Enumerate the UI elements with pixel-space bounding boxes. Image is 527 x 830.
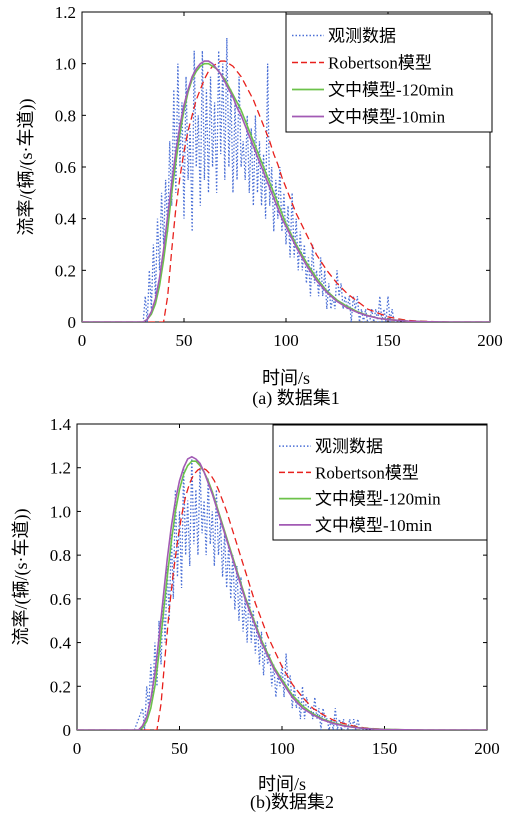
- chart-caption: (a) 数据集1: [252, 388, 339, 409]
- series-line-1: [139, 37, 405, 322]
- x-tick-label: 100: [273, 331, 299, 350]
- chart-panel-2: 0 50 100 150 200 0 0.2 0.4 0.6 0.8 1.0 1.2 1.4 时间/s 流率…: [11, 415, 500, 813]
- x-tick-label: 200: [477, 331, 503, 350]
- chart-panel-1: 0 50 100 150 200 0 0.2 0.4 0.6 0.8 1.0 1.2 时间/s 流率/(辆…: [16, 3, 503, 409]
- y-axis-label: 流率/(辆/(s·车道)): [16, 99, 37, 236]
- y-tick-label: 0.2: [50, 677, 71, 696]
- y-tick-label: 0.8: [50, 546, 71, 565]
- x-tick-label: 0: [73, 739, 82, 758]
- y-tick-label: 0.6: [50, 590, 71, 609]
- series-line-2: [82, 60, 490, 322]
- y-tick-label: 0: [68, 313, 77, 332]
- chart-caption: (b)数据集2: [250, 792, 334, 813]
- series-line-4: [77, 455, 487, 730]
- legend-entry-4: 文中模型-10min: [315, 516, 433, 535]
- legend-entry-1: 观测数据: [328, 27, 396, 46]
- y-tick-label: 0.2: [55, 261, 76, 280]
- x-tick-label: 50: [171, 739, 188, 758]
- y-tick-label: 1.0: [50, 502, 71, 521]
- y-tick-label: 0.6: [55, 158, 76, 177]
- legend-entry-1: 观测数据: [315, 437, 383, 456]
- series-line-1: [133, 456, 385, 730]
- x-tick-label: 0: [78, 331, 87, 350]
- y-tick-label: 1.0: [55, 55, 76, 74]
- legend-entry-4: 文中模型-10min: [328, 108, 446, 127]
- x-tick-label: 100: [269, 739, 295, 758]
- y-tick-label: 0.4: [50, 634, 72, 653]
- x-tick-label: 150: [372, 739, 398, 758]
- series-line-4: [82, 60, 490, 322]
- y-tick-label: 0: [63, 721, 72, 740]
- y-tick-label: 1.2: [50, 459, 71, 478]
- legend-entry-3: 文中模型-120min: [328, 81, 454, 100]
- legend-entry-3: 文中模型-120min: [315, 490, 441, 509]
- x-tick-label: 50: [176, 331, 193, 350]
- legend-entry-2: Robertson模型: [315, 463, 419, 482]
- y-tick-label: 1.4: [50, 415, 72, 434]
- x-axis-label: 时间/s: [258, 774, 306, 794]
- x-tick-label: 200: [474, 739, 500, 758]
- y-tick-label: 0.4: [55, 210, 77, 229]
- x-axis-label: 时间/s: [262, 368, 310, 388]
- x-tick-label: 150: [375, 331, 401, 350]
- y-tick-label: 1.2: [55, 3, 76, 22]
- legend-box: [285, 13, 493, 133]
- y-tick-label: 0.8: [55, 106, 76, 125]
- series-line-3: [82, 62, 490, 322]
- series-line-2: [77, 466, 487, 730]
- legend-entry-2: Robertson模型: [328, 54, 432, 73]
- y-axis-label: 流率/(辆/(s·车道)): [11, 509, 32, 646]
- legend-box: [272, 424, 488, 541]
